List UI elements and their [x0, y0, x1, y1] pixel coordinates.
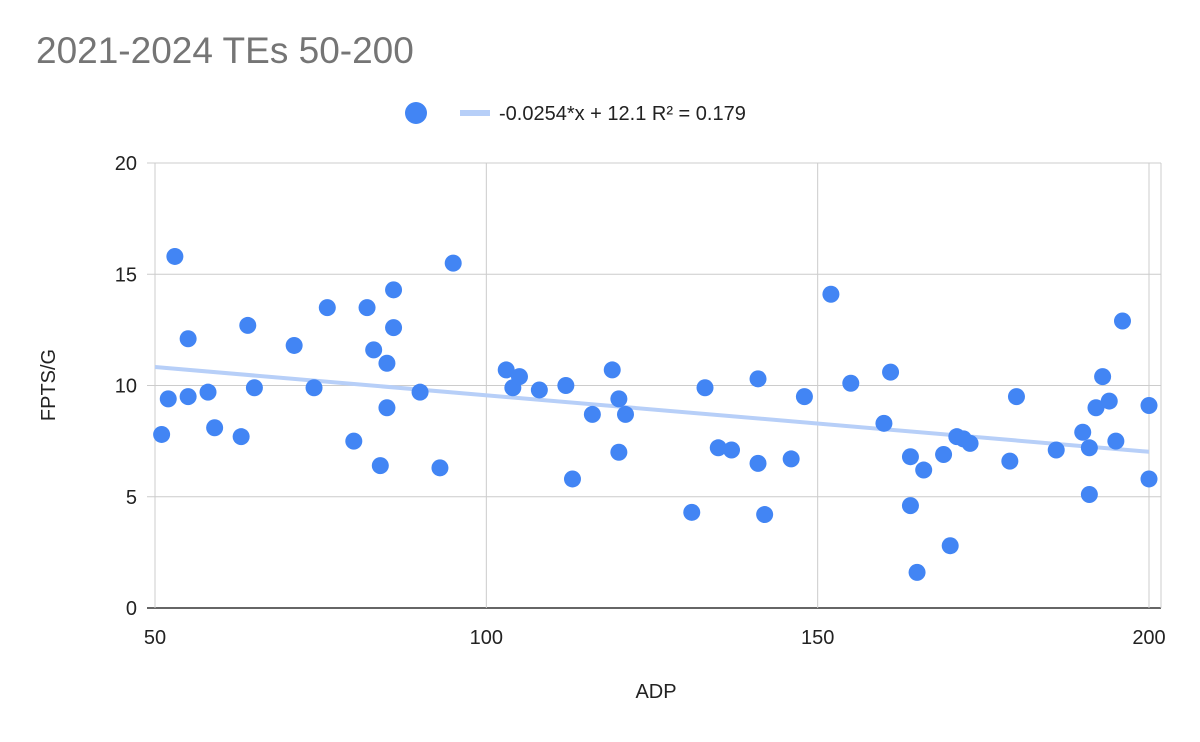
data-point — [305, 379, 323, 397]
y-tick-label: 15 — [115, 264, 137, 286]
chart-title: 2021-2024 TEs 50-200 — [36, 30, 414, 71]
data-point — [842, 374, 860, 392]
data-point — [709, 439, 727, 457]
data-point — [385, 319, 403, 337]
y-tick-label: 10 — [115, 376, 137, 398]
data-point — [159, 390, 177, 408]
data-point — [530, 381, 548, 399]
data-point — [179, 330, 197, 348]
data-point — [510, 368, 528, 386]
data-point — [961, 434, 979, 452]
data-point — [795, 388, 813, 406]
x-tick-label: 150 — [801, 627, 834, 649]
trendline — [154, 365, 1150, 454]
data-point — [378, 354, 396, 372]
data-point — [365, 341, 383, 359]
y-tick-label: 5 — [126, 487, 137, 509]
data-point — [882, 363, 900, 381]
data-point — [385, 281, 403, 299]
grid-layer — [147, 162, 1162, 609]
data-point — [782, 450, 800, 468]
data-point — [497, 361, 515, 379]
data-point — [875, 414, 893, 432]
data-point — [1100, 392, 1118, 410]
points-layer — [153, 247, 1158, 581]
data-point — [1007, 388, 1025, 406]
data-point — [206, 419, 224, 437]
data-point — [563, 470, 581, 488]
data-point — [411, 383, 429, 401]
data-point — [822, 285, 840, 303]
data-point — [583, 405, 601, 423]
data-point — [901, 448, 919, 466]
data-point — [1107, 432, 1125, 450]
axis-layer: 0 5 10 15 20 50 100 150 200 — [115, 153, 1166, 649]
data-point — [345, 432, 363, 450]
data-point — [616, 405, 634, 423]
data-point — [603, 361, 621, 379]
x-axis-label: ADP — [635, 681, 676, 703]
data-point — [908, 563, 926, 581]
trendline-layer — [154, 365, 1150, 454]
data-point — [153, 425, 171, 443]
data-point — [1140, 397, 1158, 415]
data-point — [318, 299, 336, 317]
data-point — [166, 247, 184, 265]
data-point — [179, 388, 197, 406]
data-point — [285, 336, 303, 354]
x-tick-label: 50 — [144, 627, 166, 649]
data-point — [245, 379, 263, 397]
data-point — [610, 390, 628, 408]
data-point — [683, 503, 701, 521]
data-point — [1080, 439, 1098, 457]
data-point — [1001, 452, 1019, 470]
data-point — [199, 383, 217, 401]
data-point — [915, 461, 933, 479]
data-point — [749, 370, 767, 388]
y-tick-label: 0 — [126, 598, 137, 620]
y-axis-label: FPTS/G — [38, 349, 60, 421]
data-point — [723, 441, 741, 459]
data-point — [756, 506, 774, 524]
data-point — [1074, 423, 1092, 441]
y-tick-label: 20 — [115, 153, 137, 175]
data-point — [935, 445, 953, 463]
data-point — [1080, 486, 1098, 504]
x-tick-label: 100 — [470, 627, 503, 649]
data-point — [1094, 368, 1112, 386]
legend: -0.0254*x + 12.1 R² = 0.179 — [405, 102, 746, 125]
data-point — [1087, 399, 1105, 417]
data-point — [610, 443, 628, 461]
data-point — [431, 459, 449, 477]
data-point — [749, 454, 767, 472]
legend-trendline-label: -0.0254*x + 12.1 R² = 0.179 — [499, 103, 746, 125]
data-point — [232, 428, 250, 446]
data-point — [378, 399, 396, 417]
data-point — [239, 316, 257, 334]
legend-marker-points — [405, 102, 427, 124]
data-point — [941, 537, 959, 555]
data-point — [358, 299, 376, 317]
data-point — [557, 377, 575, 394]
data-point — [1047, 441, 1065, 459]
data-point — [371, 457, 389, 475]
data-point — [696, 379, 714, 397]
data-point — [444, 254, 462, 272]
data-point — [901, 497, 919, 515]
data-point — [1140, 470, 1158, 488]
x-tick-label: 200 — [1132, 627, 1165, 649]
data-point — [1113, 312, 1131, 330]
